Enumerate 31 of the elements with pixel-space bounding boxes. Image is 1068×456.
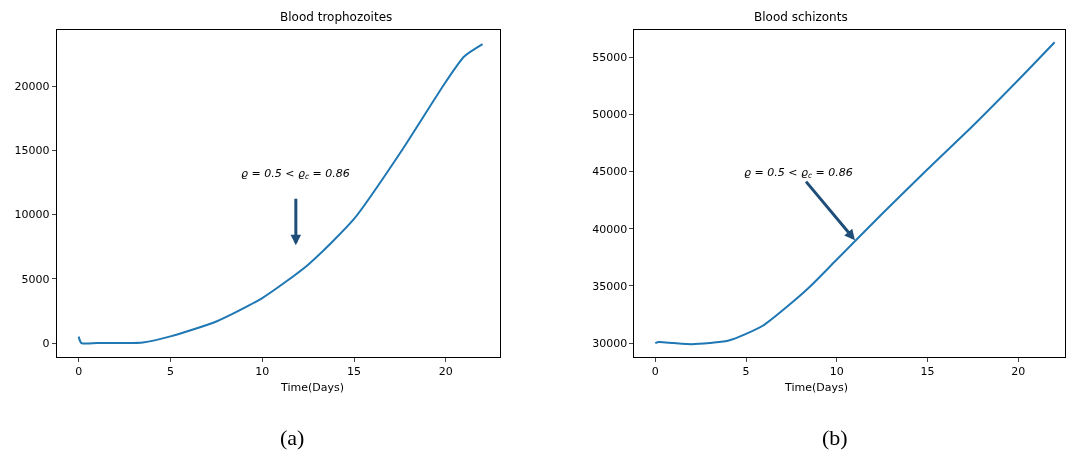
x-tick-label: 5 [166,365,174,379]
x-tick-label: 20 [438,365,453,379]
y-tick-label: 55000 [592,50,628,64]
annotation: ϱ = 0.5 < ϱ$_{c}$ = 0.86 [744,166,853,181]
line-series [77,43,484,345]
text: (b) [822,425,848,450]
x-tick-label: 15 [920,365,935,379]
y-tick-label: 45000 [592,165,628,179]
x-axis-title: Time(Days) [280,381,344,394]
y-tick-label: 50000 [592,108,628,122]
x-tick-label: 0 [651,365,659,379]
y-tick-label: 40000 [592,222,628,236]
y-tick-label: 10000 [14,208,50,222]
text: (a) [280,425,305,450]
y-tick-label: 5000 [21,272,50,286]
line-series [654,41,1056,346]
y-tick-label: 20000 [14,79,50,93]
annotation: ϱ = 0.5 < ϱ$_{c}$ = 0.86 [241,167,350,182]
chart-title: Blood trophozoites [280,10,393,24]
x-axis-title: Time(Days) [784,381,848,394]
y-tick-label: 35000 [592,279,628,293]
y-tick-label: 30000 [592,336,628,350]
chart-title: Blood schizonts [754,10,848,24]
x-tick-label: 0 [75,365,83,379]
y-tick-label: 0 [42,336,50,350]
x-tick-label: 5 [742,365,750,379]
x-tick-label: 15 [347,365,362,379]
x-tick-label: 20 [1011,365,1026,379]
y-tick-label: 15000 [14,144,50,158]
x-tick-label: 10 [255,365,270,379]
x-tick-label: 10 [829,365,844,379]
